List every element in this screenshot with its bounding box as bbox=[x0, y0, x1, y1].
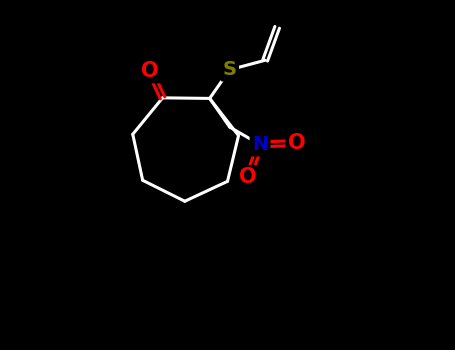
Text: O: O bbox=[141, 61, 159, 81]
Text: S: S bbox=[222, 60, 237, 79]
Text: N: N bbox=[252, 135, 268, 154]
Text: O: O bbox=[239, 168, 257, 188]
Text: O: O bbox=[288, 133, 306, 153]
